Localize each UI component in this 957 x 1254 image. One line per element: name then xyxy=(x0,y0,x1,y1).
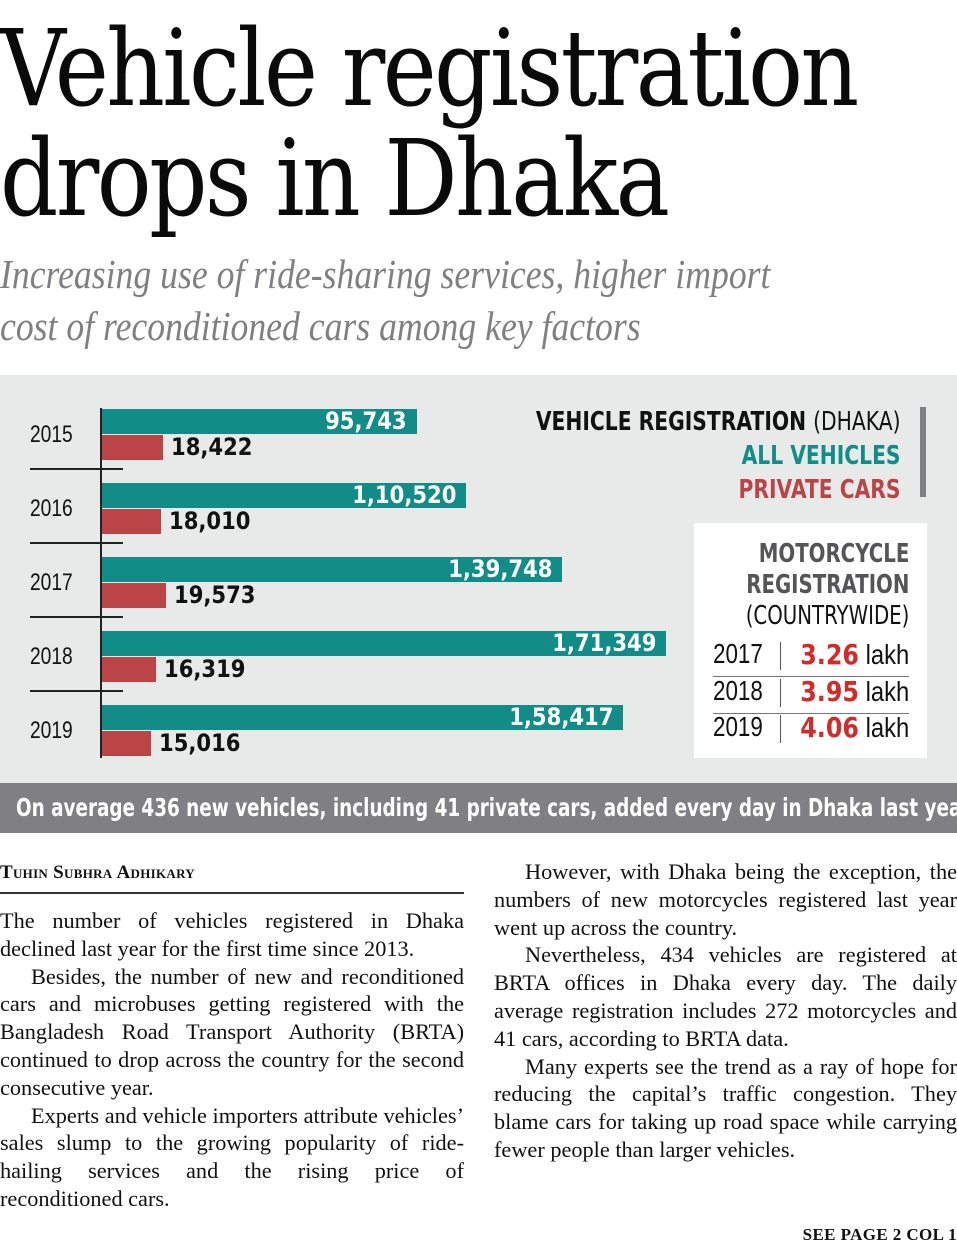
category-separator xyxy=(30,542,123,544)
motorcycle-year: 2018 xyxy=(713,675,763,706)
bar-private-cars xyxy=(102,509,161,534)
year-label: 2016 xyxy=(30,495,73,522)
byline-rule xyxy=(0,892,464,894)
motorcycle-value: 3.95 xyxy=(799,675,859,708)
row-divider xyxy=(713,676,909,677)
paragraph: The number of vehicles registered in Dha… xyxy=(0,908,464,961)
motorcycle-title-1: MOTORCYCLE xyxy=(758,539,909,569)
bar-private-cars xyxy=(102,657,156,682)
year-label: 2017 xyxy=(30,569,73,596)
bar-value-label: 95,743 xyxy=(325,407,407,435)
category-separator xyxy=(30,468,123,470)
continuation-link[interactable]: SEE PAGE 2 COL 1 xyxy=(802,1225,957,1244)
chart-axis xyxy=(100,408,102,758)
motorcycle-subtitle: (COUNTRYWIDE) xyxy=(745,601,909,631)
infographic-panel: 2015 95,743 18,422 2016 1,10,520 18,010 2017 1,… xyxy=(0,375,957,783)
chart-title: VEHICLE REGISTRATION xyxy=(536,407,807,437)
column-divider xyxy=(780,642,781,670)
byline: Tuhin Subhra Adhikary xyxy=(0,862,195,883)
bar-all-vehicles: 1,39,748 xyxy=(102,555,562,583)
bar-value-label: 19,573 xyxy=(174,581,256,609)
bar-value-label: 1,10,520 xyxy=(351,481,456,509)
article-column-1: The number of vehicles registered in Dha… xyxy=(0,907,464,1213)
column-divider xyxy=(780,679,781,707)
bar-private-cars xyxy=(102,583,166,608)
column-divider xyxy=(780,715,781,743)
paragraph: Experts and vehicle importers attribute … xyxy=(0,1102,464,1211)
bar-value-label: 15,016 xyxy=(159,729,241,757)
paragraph: Nevertheless, 434 vehicles are registere… xyxy=(494,942,957,1051)
bar-value-label: 16,319 xyxy=(164,655,246,683)
chart-title-suffix: (DHAKA) xyxy=(813,407,901,437)
paragraph: Many experts see the trend as a ray of h… xyxy=(494,1053,957,1162)
motorcycle-unit: lakh xyxy=(865,676,909,707)
legend-private-cars: PRIVATE CARS xyxy=(738,475,901,505)
bar-private-cars xyxy=(102,731,151,756)
headline-line-1: Vehicle registration xyxy=(0,7,859,130)
paragraph: Besides, the number of new and reconditi… xyxy=(0,963,464,1100)
motorcycle-title-2: REGISTRATION xyxy=(745,570,909,600)
motorcycle-value: 4.06 xyxy=(799,711,859,744)
motorcycle-registration-box: MOTORCYCLE REGISTRATION (COUNTRYWIDE) 20… xyxy=(694,523,927,758)
registration-bar-chart: 2015 95,743 18,422 2016 1,10,520 18,010 2017 1,… xyxy=(0,375,700,783)
headline-line-2: drops in Dhaka xyxy=(0,117,670,240)
motorcycle-row: 2019 4.06 lakh xyxy=(713,711,909,747)
bar-all-vehicles: 1,58,417 xyxy=(102,703,623,731)
year-label: 2018 xyxy=(30,643,73,670)
article-column-2: However, with Dhaka being the exception,… xyxy=(494,858,957,1164)
year-label: 2015 xyxy=(30,421,73,448)
headline: Vehicle registration drops in Dhaka xyxy=(0,7,859,240)
motorcycle-row: 2018 3.95 lakh xyxy=(713,675,909,711)
summary-banner: On average 436 new vehicles, including 4… xyxy=(0,783,957,833)
bar-all-vehicles: 1,71,349 xyxy=(102,629,666,657)
paragraph: However, with Dhaka being the exception,… xyxy=(494,859,957,940)
motorcycle-year: 2019 xyxy=(713,711,763,742)
legend-accent-bar xyxy=(920,407,926,497)
bar-value-label: 1,39,748 xyxy=(447,555,552,583)
summary-banner-text: On average 436 new vehicles, including 4… xyxy=(16,793,957,822)
deck-line-2: cost of reconditioned cars among key fac… xyxy=(0,303,641,349)
motorcycle-heading: MOTORCYCLE REGISTRATION (COUNTRYWIDE) xyxy=(745,539,909,632)
bar-value-label: 18,010 xyxy=(169,507,251,535)
bar-value-label: 1,58,417 xyxy=(508,703,613,731)
deck-subheadline: Increasing use of ride-sharing services,… xyxy=(0,248,957,352)
bar-private-cars xyxy=(102,435,163,460)
motorcycle-year: 2017 xyxy=(713,638,763,669)
bar-all-vehicles: 1,10,520 xyxy=(102,481,466,509)
row-divider xyxy=(713,713,909,714)
bar-value-label: 18,422 xyxy=(171,433,253,461)
category-separator xyxy=(30,616,123,618)
bar-value-label: 1,71,349 xyxy=(551,629,656,657)
chart-legend: VEHICLE REGISTRATION (DHAKA) ALL VEHICLE… xyxy=(536,405,901,507)
motorcycle-unit: lakh xyxy=(865,639,909,670)
deck-line-1: Increasing use of ride-sharing services,… xyxy=(0,251,771,297)
motorcycle-value: 3.26 xyxy=(799,638,859,671)
motorcycle-unit: lakh xyxy=(865,712,909,743)
category-separator xyxy=(30,690,123,692)
year-label: 2019 xyxy=(30,717,73,744)
bar-all-vehicles: 95,743 xyxy=(102,407,417,435)
motorcycle-row: 2017 3.26 lakh xyxy=(713,638,909,674)
legend-all-vehicles: ALL VEHICLES xyxy=(742,441,901,471)
